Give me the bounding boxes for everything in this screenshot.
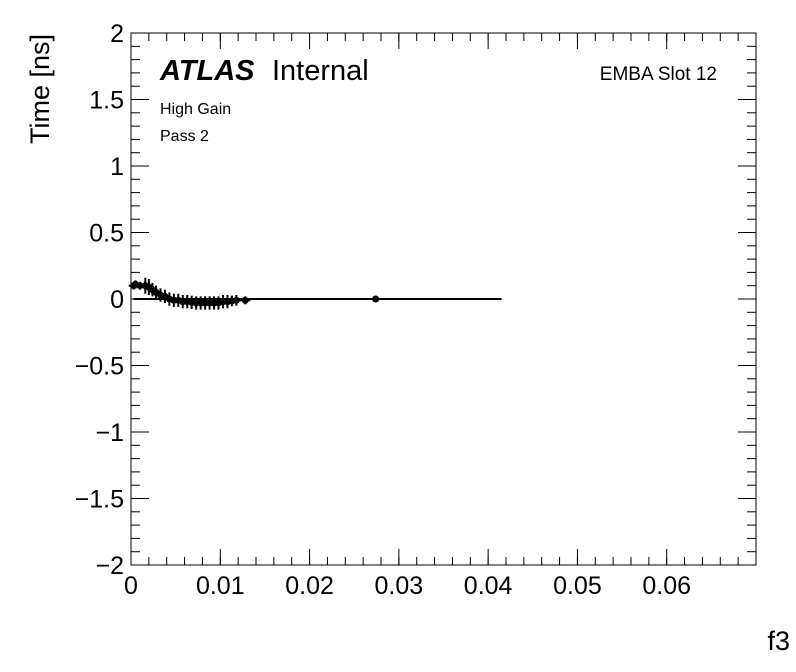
x-tick-label: 0.01 — [196, 572, 245, 600]
data-points — [128, 277, 381, 310]
marker — [232, 296, 240, 304]
marker — [241, 296, 249, 304]
x-tick-label: 0.02 — [285, 572, 334, 600]
x-tick-label: 0.06 — [642, 572, 691, 600]
y-tick-label: −1.5 — [75, 486, 124, 514]
axis-ticks — [130, 32, 757, 566]
x-axis-label: f3 — [767, 626, 790, 656]
y-tick-label: −0.5 — [75, 353, 124, 381]
atlas-label: ATLAS — [159, 55, 255, 87]
pass-label: Pass 2 — [160, 128, 209, 145]
x-tick-label: 0.05 — [553, 572, 602, 600]
data-point — [370, 295, 381, 303]
x-tick-label: 0.03 — [375, 572, 424, 600]
x-tick-labels: 0 0.01 0.02 0.03 0.04 0.05 0.06 — [124, 572, 691, 600]
y-axis-label: Time [ns] — [25, 34, 55, 144]
marker — [136, 282, 144, 290]
data-point — [231, 295, 242, 306]
y-tick-label: 2 — [110, 20, 124, 48]
y-tick-label: −1 — [95, 419, 124, 447]
y-tick-labels: −2 −1.5 −1 −0.5 0 0.5 1 1.5 2 — [75, 20, 124, 580]
x-tick-label: 0.04 — [464, 572, 513, 600]
module-label: EMBA Slot 12 — [600, 64, 717, 85]
data-point — [240, 296, 251, 305]
internal-label: Internal — [272, 55, 369, 87]
y-tick-label: 0 — [110, 286, 124, 314]
y-tick-label: 0.5 — [89, 220, 124, 248]
gain-label: High Gain — [160, 101, 231, 118]
plot-frame — [130, 32, 757, 566]
y-tick-label: −2 — [95, 552, 124, 580]
data-point — [164, 292, 175, 306]
y-tick-label: 1 — [110, 153, 124, 181]
y-tick-label: 1.5 — [89, 87, 124, 115]
marker — [372, 295, 380, 303]
x-tick-label: 0 — [124, 572, 138, 600]
